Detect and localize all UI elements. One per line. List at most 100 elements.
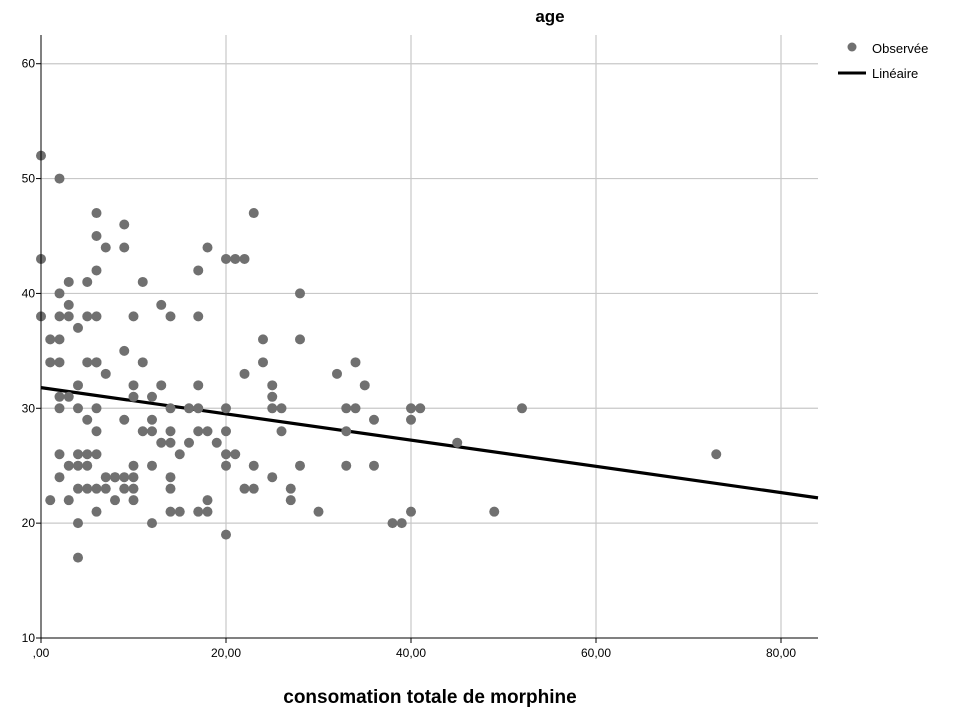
data-point xyxy=(341,403,352,414)
data-point xyxy=(239,253,250,264)
data-point xyxy=(54,472,65,483)
data-point xyxy=(128,460,139,471)
data-point xyxy=(91,311,102,322)
data-point xyxy=(54,449,65,460)
data-point xyxy=(91,483,102,494)
data-point xyxy=(54,357,65,368)
data-point xyxy=(285,483,296,494)
data-point xyxy=(258,357,268,368)
data-point xyxy=(91,208,102,219)
data-point xyxy=(248,483,259,494)
data-point xyxy=(100,483,111,494)
data-point xyxy=(110,472,120,483)
data-point xyxy=(128,483,139,494)
data-point xyxy=(193,265,204,276)
data-point xyxy=(63,495,74,506)
legend-label-observed: Observée xyxy=(872,41,928,56)
data-point xyxy=(91,231,102,241)
data-point xyxy=(221,253,231,264)
x-tick-label: 20,00 xyxy=(211,646,241,660)
data-point xyxy=(221,449,231,460)
data-point xyxy=(239,483,250,494)
data-point xyxy=(174,506,185,517)
data-point xyxy=(100,242,111,253)
data-point xyxy=(137,357,148,368)
data-point xyxy=(221,529,231,540)
data-point xyxy=(82,460,93,471)
data-point xyxy=(82,483,93,494)
data-point xyxy=(91,265,102,276)
data-point xyxy=(119,242,130,253)
y-tick-label: 50 xyxy=(22,172,36,186)
data-point xyxy=(221,426,231,437)
grid-lines xyxy=(41,35,818,638)
data-point xyxy=(202,506,213,517)
data-point xyxy=(63,391,74,402)
data-point xyxy=(147,414,157,425)
data-point xyxy=(184,403,194,414)
data-point xyxy=(285,495,296,506)
data-points xyxy=(36,150,722,563)
data-point xyxy=(295,288,305,299)
x-tick-label: 80,00 xyxy=(766,646,796,660)
data-point xyxy=(165,437,176,448)
data-point xyxy=(100,472,111,483)
data-point xyxy=(73,483,83,494)
y-tick-label: 20 xyxy=(22,516,36,530)
data-point xyxy=(248,460,259,471)
data-point xyxy=(202,495,213,506)
data-point xyxy=(202,426,213,437)
data-point xyxy=(147,518,157,529)
data-point xyxy=(63,276,74,287)
data-point xyxy=(63,311,74,322)
data-point xyxy=(156,380,167,391)
data-point xyxy=(341,460,352,471)
data-point xyxy=(193,506,204,517)
data-point xyxy=(369,460,379,471)
data-point xyxy=(230,449,241,460)
data-point xyxy=(91,426,102,437)
data-point xyxy=(267,403,278,414)
data-point xyxy=(54,334,65,345)
y-tick-label: 30 xyxy=(22,401,36,415)
data-point xyxy=(91,449,102,460)
data-point xyxy=(267,391,278,402)
data-point xyxy=(165,426,176,437)
data-point xyxy=(119,345,130,356)
data-point xyxy=(91,403,102,414)
data-point xyxy=(396,518,407,529)
y-tick-labels: 10 20 30 40 50 60 xyxy=(22,57,36,645)
data-point xyxy=(406,414,416,425)
legend-point-marker xyxy=(847,42,857,52)
data-point xyxy=(147,426,157,437)
data-point xyxy=(267,472,278,483)
data-point xyxy=(239,368,250,379)
data-point xyxy=(45,357,56,368)
data-point xyxy=(45,334,56,345)
data-point xyxy=(165,483,176,494)
data-point xyxy=(128,495,139,506)
data-point xyxy=(63,460,74,471)
data-point xyxy=(73,380,83,391)
data-point xyxy=(258,334,268,345)
data-point xyxy=(128,311,139,322)
data-point xyxy=(147,391,157,402)
data-point xyxy=(711,449,722,460)
data-point xyxy=(156,299,167,310)
y-tick-label: 60 xyxy=(22,57,36,71)
data-point xyxy=(73,403,83,414)
data-point xyxy=(91,506,102,517)
data-point xyxy=(193,403,204,414)
data-point xyxy=(489,506,500,517)
data-point xyxy=(82,311,93,322)
data-point xyxy=(202,242,213,253)
data-point xyxy=(91,357,102,368)
data-point xyxy=(359,380,370,391)
data-point xyxy=(128,380,139,391)
data-point xyxy=(387,518,398,529)
data-point xyxy=(221,460,231,471)
data-point xyxy=(165,472,176,483)
data-point xyxy=(119,219,130,230)
data-point xyxy=(193,426,204,437)
